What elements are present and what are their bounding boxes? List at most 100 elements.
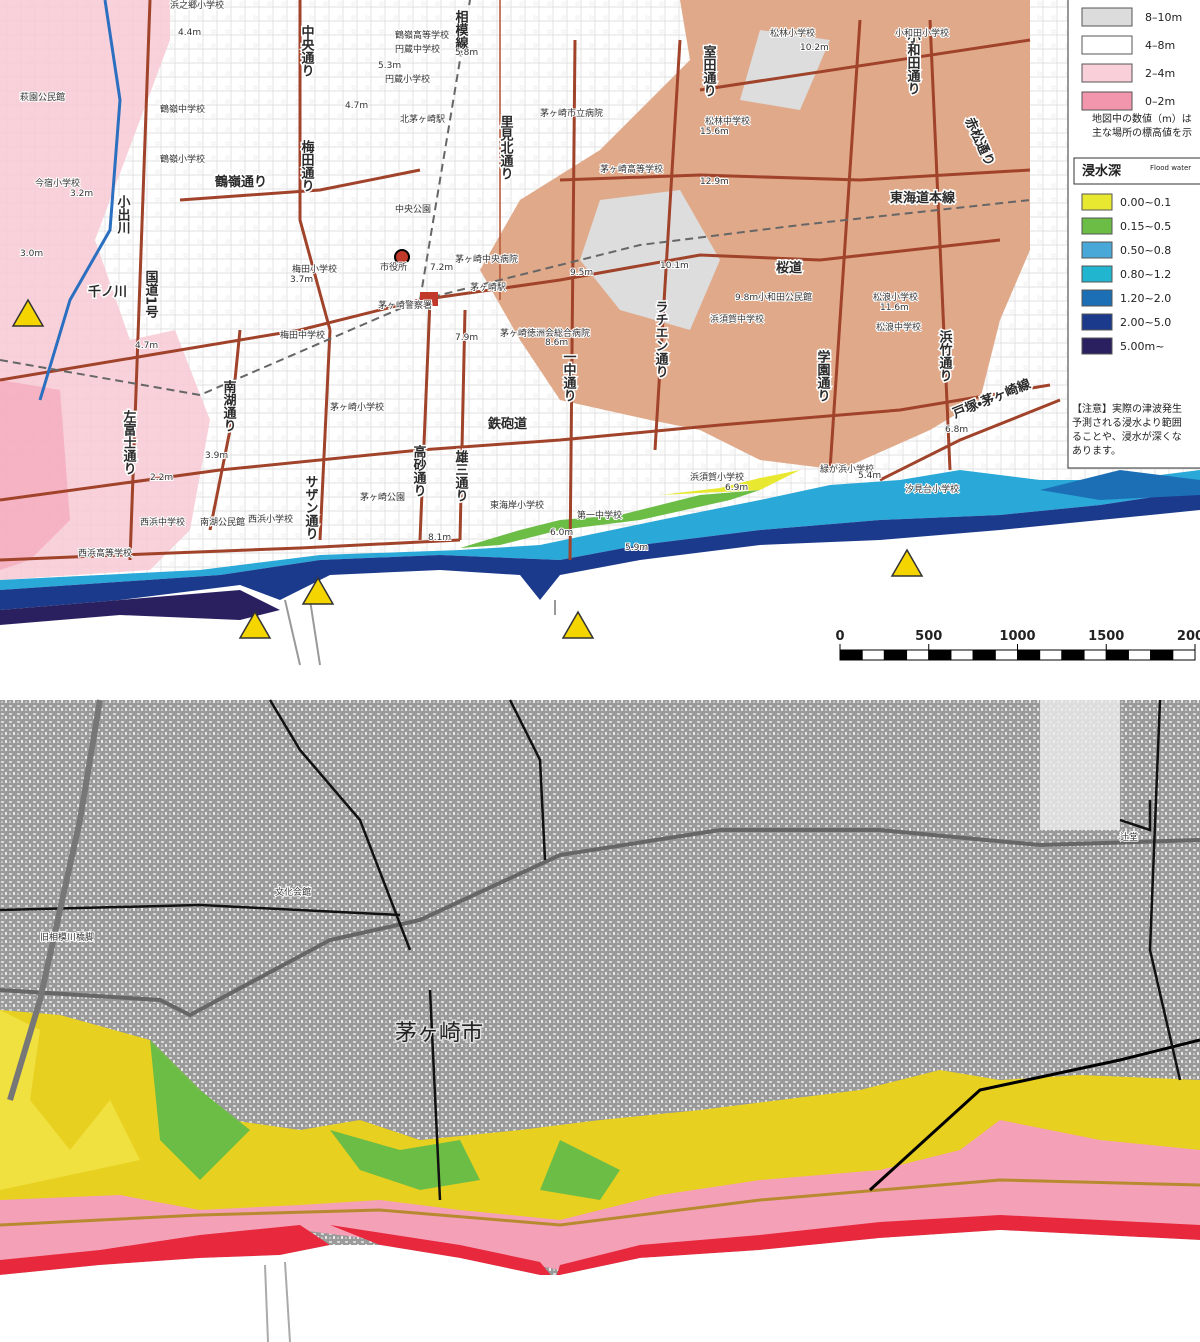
road	[653, 39, 682, 451]
caution-line: 予測される浸水より範囲	[1072, 416, 1182, 429]
place-label: 辻堂	[1120, 831, 1138, 843]
road	[868, 1038, 1200, 1192]
scale-segment	[1017, 649, 1041, 661]
warning-icon	[11, 298, 924, 639]
road-label: 国道1号	[143, 270, 159, 319]
legend-swatch	[1081, 91, 1133, 111]
elevation-label: 10.2m	[800, 43, 829, 53]
scale-label: 1000	[999, 629, 1035, 644]
place-label: 松浪小学校	[873, 291, 918, 303]
place-label: 西浜中学校	[140, 516, 185, 528]
road	[0, 538, 461, 562]
road-label: 雄三通り	[453, 449, 470, 502]
place-label: 西浜高等学校	[78, 547, 132, 559]
place-label: 茅ヶ崎高等学校	[600, 163, 663, 175]
place-label: 南湖公民館	[200, 516, 245, 528]
caution-line: 【注意】実際の津波発生	[1072, 402, 1182, 415]
elevation-label: 6.8m	[945, 425, 968, 435]
place-label: 文化会館	[275, 886, 311, 898]
road-label: 里見北通り	[498, 115, 515, 180]
flood-legend: 0.00~0.1 0.15~0.5 0.50~0.8 0.80~1.2 1.20~2.0…	[1081, 193, 1171, 355]
road-label: 小出川	[115, 195, 132, 234]
flood-area	[0, 1010, 140, 1190]
place-label: 茅ヶ崎公園	[360, 491, 405, 503]
city-label: 茅ヶ崎市	[395, 1021, 483, 1046]
scale-segment	[861, 649, 885, 661]
legend-swatch	[1081, 265, 1113, 283]
bottom-map: 茅ヶ崎市 辻堂 旧相模川橋脚 文化会館	[0, 699, 1200, 1342]
road	[208, 329, 242, 531]
place-label: 松林小学校	[770, 27, 815, 39]
scale-segment	[1061, 649, 1085, 661]
scale-segment	[1039, 649, 1063, 661]
legend-label: 2–4m	[1145, 67, 1175, 80]
place-label: 鶴嶺小学校	[160, 153, 205, 165]
place-label: 梅田中学校	[280, 329, 325, 341]
legend-swatch	[1081, 35, 1133, 55]
elevation-label: 3.0m	[20, 249, 43, 259]
place-label: 円蔵中学校	[395, 43, 440, 55]
caution-line: ることや、浸水が深くな	[1072, 430, 1182, 443]
elevation-label: 6.9m	[725, 483, 748, 493]
elevation-label: 12.9m	[700, 177, 729, 187]
place-label: 浜之郷小学校	[170, 0, 224, 11]
road-label: 桜道	[776, 260, 802, 276]
place-label: 今宿小学校	[35, 177, 80, 189]
flood-band	[1040, 470, 1200, 500]
railway	[419, 0, 471, 301]
road	[179, 168, 421, 202]
place-label: 西浜小学校	[248, 513, 293, 525]
elevation-label: 8.1m	[428, 533, 451, 543]
road-label: 学園通り	[815, 349, 831, 402]
road-label: 中央通り	[299, 24, 315, 77]
railway	[0, 199, 1031, 397]
elevation-legend: 8–10m 4–8m 2–4m 0–2m	[1081, 7, 1182, 111]
mid-elevation-area	[740, 30, 830, 110]
flood-area	[150, 1040, 620, 1200]
flood-area	[0, 1215, 1200, 1280]
place-label: 茅ヶ崎徳洲会総合病院	[500, 327, 590, 339]
place-label: 東海岸小学校	[490, 499, 544, 511]
high-elevation-area	[480, 0, 1030, 470]
place-label: 梅田小学校	[292, 263, 337, 275]
sea	[0, 505, 1200, 665]
scale-segment	[1127, 649, 1152, 661]
top-map: 中央通り 梅田通り 鶴嶺通り 小出川 国道1号 千ノ川 左富士通り 南湖通り サ…	[0, 0, 1200, 666]
road	[0, 1178, 1200, 1227]
place-label: 北茅ヶ崎駅	[400, 113, 445, 125]
scale-segment	[928, 649, 952, 661]
elevation-label: 5.3m	[378, 61, 401, 71]
place-label: 茅ヶ崎小学校	[330, 401, 384, 413]
elevation-label: 4.4m	[178, 28, 201, 38]
legend-label: 0.15~0.5	[1120, 220, 1171, 233]
scale-segment	[1150, 649, 1174, 661]
road	[828, 19, 862, 471]
elevation-label: 3.7m	[290, 275, 313, 285]
elevation-label: 8.6m	[545, 338, 568, 348]
place-label: 松浪中学校	[876, 321, 921, 333]
place-label: 茅ヶ崎駅	[470, 281, 506, 293]
flood-legend-title: 浸水深	[1082, 163, 1121, 179]
road-label: 相模線	[453, 9, 470, 50]
road	[458, 309, 467, 541]
place-label: 市役所	[380, 261, 407, 273]
legend-swatch	[1081, 63, 1133, 83]
flood-band	[460, 490, 760, 548]
road-label: 鶴嶺通り	[214, 174, 267, 190]
road-label: 鉄砲道	[487, 416, 527, 432]
elevation-label: 2.2m	[150, 473, 173, 483]
station-marker	[394, 249, 438, 306]
scale-label: 1500	[1088, 629, 1124, 644]
legend-swatch	[1081, 7, 1133, 27]
railway	[0, 699, 1182, 1201]
elevation-label: 3.2m	[70, 189, 93, 199]
mid-elevation-area	[580, 190, 720, 330]
place-label: 小和田小学校	[895, 27, 949, 39]
scale-segment	[972, 649, 996, 661]
legend-label: 8–10m	[1145, 11, 1182, 24]
scale-label: 0	[835, 629, 844, 644]
road	[0, 238, 1001, 382]
